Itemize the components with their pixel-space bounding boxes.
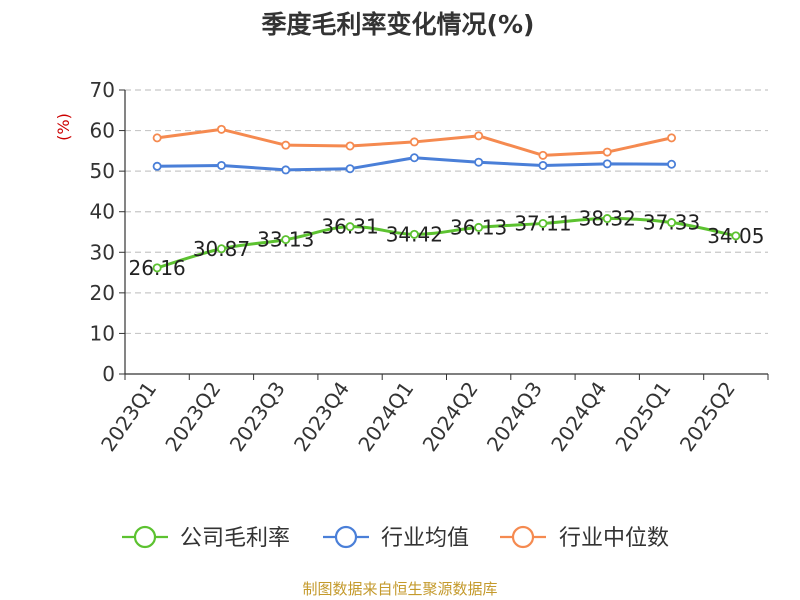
y-axis-unit-label: (%) <box>54 113 73 141</box>
y-tick-label: 0 <box>102 362 115 386</box>
x-tick-label: 2025Q1 <box>610 377 675 456</box>
series-point-1 <box>409 153 419 163</box>
legend-label-2: 行业中位数 <box>559 526 669 551</box>
x-tick-label: 2024Q4 <box>546 377 611 456</box>
x-tick-label: 2023Q2 <box>160 377 225 456</box>
data-label: 37.11 <box>514 211 571 235</box>
legend: 公司毛利率 行业均值 行业中位数 <box>122 525 669 551</box>
chart-title: 季度毛利率变化情况(%) <box>262 10 535 39</box>
series-point-1 <box>474 157 484 167</box>
series-point-0 <box>216 244 226 254</box>
series-point-0 <box>152 263 162 273</box>
series-point-2 <box>474 131 484 141</box>
data-label: 33.13 <box>257 228 314 252</box>
series-point-0 <box>731 231 741 241</box>
data-label: 38.32 <box>579 207 636 231</box>
x-tick-label: 2024Q3 <box>482 377 547 456</box>
series-point-1 <box>538 160 548 170</box>
y-tick-label: 40 <box>90 200 115 224</box>
data-label: 34.42 <box>386 222 443 246</box>
series-line-0 <box>155 217 738 270</box>
grid-lines <box>125 89 768 335</box>
legend-label-0: 公司毛利率 <box>180 526 290 551</box>
series-point-0 <box>667 218 677 228</box>
x-tick-label: 2024Q1 <box>353 377 418 456</box>
series-point-2 <box>216 124 226 134</box>
series-point-2 <box>345 141 355 151</box>
y-tick-label: 50 <box>90 159 115 183</box>
y-tick-label: 70 <box>90 78 115 102</box>
series-point-1 <box>667 159 677 169</box>
series-point-1 <box>602 159 612 169</box>
series-point-2 <box>281 140 291 150</box>
series-point-1 <box>281 165 291 175</box>
x-tick-label: 2023Q3 <box>225 377 290 456</box>
legend-marker-1 <box>334 525 358 549</box>
series-point-0 <box>409 229 419 239</box>
series-point-2 <box>538 150 548 160</box>
x-tick-label: 2025Q2 <box>675 377 740 456</box>
series-point-2 <box>152 133 162 143</box>
data-label: 36.31 <box>321 215 378 239</box>
series-point-0 <box>281 235 291 245</box>
x-tick-label: 2023Q4 <box>289 377 354 456</box>
series-point-2 <box>667 133 677 143</box>
legend-label-1: 行业均值 <box>381 526 469 551</box>
series-point-0 <box>602 214 612 224</box>
data-label: 26.16 <box>129 256 186 280</box>
series-lines <box>152 124 741 273</box>
data-label: 34.05 <box>707 224 764 248</box>
legend-marker-2 <box>511 525 535 549</box>
x-tick-label: 2023Q1 <box>96 377 161 456</box>
series-point-2 <box>602 147 612 157</box>
x-tick-label: 2024Q2 <box>418 377 483 456</box>
series-point-0 <box>474 222 484 232</box>
y-tick-label: 10 <box>90 321 115 345</box>
data-label: 37.33 <box>643 211 700 235</box>
y-tick-label: 60 <box>90 119 115 143</box>
series-point-0 <box>345 222 355 232</box>
series-point-0 <box>538 218 548 228</box>
y-tick-label: 30 <box>90 240 115 264</box>
source-note: 制图数据来自恒生聚源数据库 <box>302 580 497 598</box>
legend-marker-0 <box>133 525 157 549</box>
series-point-2 <box>409 137 419 147</box>
y-tick-label: 20 <box>90 281 115 305</box>
series-point-1 <box>216 160 226 170</box>
data-label: 30.87 <box>193 237 250 261</box>
series-point-1 <box>152 161 162 171</box>
data-labels: 26.16 30.87 33.13 36.31 34.42 36.13 37.11 38.32… <box>129 207 765 280</box>
data-label: 36.13 <box>450 215 507 239</box>
series-point-1 <box>345 164 355 174</box>
